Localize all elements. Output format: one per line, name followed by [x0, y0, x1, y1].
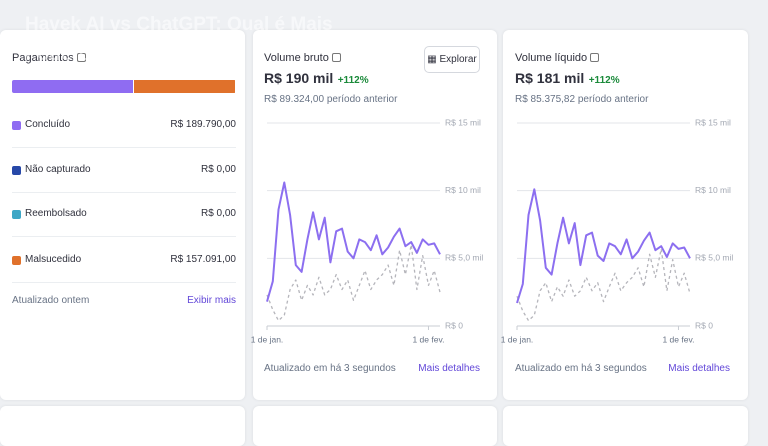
change: +112%	[588, 75, 620, 86]
divider	[12, 236, 236, 237]
details-link[interactable]: Mais detalhes	[418, 363, 480, 374]
bottom-card	[0, 406, 245, 446]
total-wrap: R$ 190 mil +112%	[264, 70, 369, 88]
legend-swatch	[12, 256, 21, 265]
change: +112%	[337, 75, 369, 86]
divider	[12, 147, 236, 148]
net-card: Volume líquido R$ 181 mil +112% R$ 85.37…	[503, 30, 748, 400]
footer: Atualizado em há 3 segundos	[515, 363, 647, 374]
row-value: R$ 189.790,00	[170, 119, 236, 130]
previous: R$ 85.375,82 período anterior	[515, 94, 649, 105]
divider	[12, 192, 236, 193]
info-icon	[331, 53, 341, 62]
row-value: R$ 157.091,00	[170, 254, 236, 265]
page: Havek AI vs ChatGPT: Qual é Mais Poderos…	[0, 14, 748, 446]
payments-title: Pagamentos	[12, 52, 74, 64]
row-label: Malsucedido	[25, 254, 82, 265]
info-icon	[76, 53, 86, 62]
total: R$ 181 mil	[515, 70, 585, 86]
payments-card: Pagamentos Concluído R$ 189.790,00 Não cap…	[0, 30, 245, 400]
chart-title: Volume líquido	[515, 52, 588, 64]
row-value: R$ 0,00	[200, 164, 236, 175]
payments-bar	[12, 80, 236, 93]
bar-segment	[134, 80, 235, 93]
legend-swatch	[12, 166, 21, 175]
row-label: Não capturado	[25, 164, 91, 175]
legend-swatch	[12, 121, 21, 130]
payments-link[interactable]: Exibir mais	[187, 295, 236, 306]
overlay-title: Havek AI vs ChatGPT: Qual é Mais Poderos…	[25, 14, 333, 65]
info-icon	[590, 53, 600, 62]
bottom-card	[503, 406, 748, 446]
previous: R$ 89.324,00 período anterior	[264, 94, 398, 105]
row-label: Concluído	[25, 119, 71, 130]
title-wrap: Volume líquido	[515, 52, 600, 64]
row-value: R$ 0,00	[200, 208, 236, 219]
payments-title-wrap: Pagamentos	[12, 52, 86, 64]
bar-segment	[12, 80, 134, 93]
bottom-card	[253, 406, 497, 446]
total-wrap: R$ 181 mil +112%	[515, 70, 620, 88]
footer: Atualizado em há 3 segundos	[264, 363, 396, 374]
legend-swatch	[12, 210, 21, 219]
payments-updated: Atualizado ontem	[12, 295, 90, 306]
button-label: Explorar	[439, 54, 477, 65]
gross-card: Volume bruto R$ 190 mil +112% R$ 89.324,…	[253, 30, 497, 400]
chart-title: Volume bruto	[264, 52, 329, 64]
explore-button[interactable]: ▦ Explorar	[424, 46, 480, 73]
title-wrap: Volume bruto	[264, 52, 341, 64]
total: R$ 190 mil	[264, 70, 334, 86]
row-label: Reembolsado	[25, 208, 87, 219]
details-link[interactable]: Mais detalhes	[668, 363, 730, 374]
divider	[12, 282, 236, 283]
